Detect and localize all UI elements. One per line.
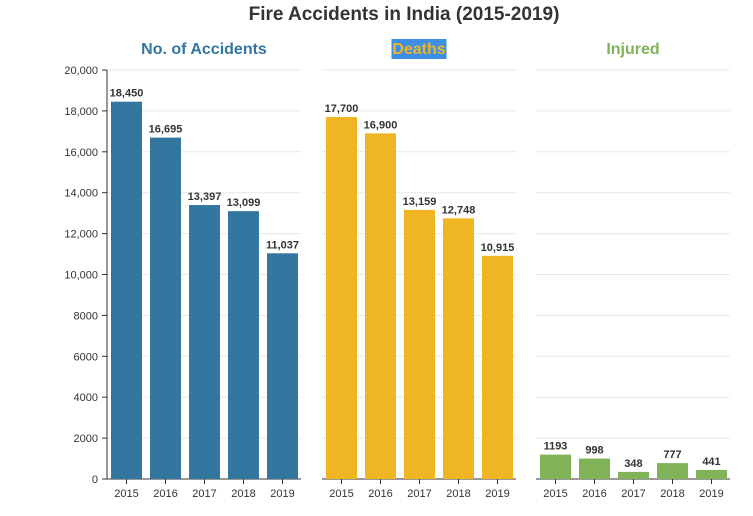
data-label: 13,099 — [227, 197, 261, 209]
y-tick-label: 6000 — [74, 351, 98, 363]
bar — [657, 463, 688, 479]
y-tick-label: 2000 — [74, 433, 98, 445]
y-tick-label: 14,000 — [64, 188, 98, 200]
data-label: 13,397 — [188, 191, 222, 203]
data-label: 10,915 — [481, 242, 515, 254]
x-tick-label: 2016 — [582, 488, 606, 500]
x-tick-label: 2015 — [329, 488, 353, 500]
bar — [540, 454, 571, 479]
data-label: 11,037 — [266, 239, 299, 251]
y-tick-label: 12,000 — [64, 229, 98, 241]
x-tick-label: 2019 — [485, 488, 509, 500]
data-label: 16,900 — [364, 119, 398, 131]
data-label: 13,159 — [403, 196, 437, 208]
data-label: 17,700 — [325, 103, 359, 115]
y-tick-label: 0 — [92, 474, 98, 486]
bar — [150, 137, 181, 479]
data-label: 777 — [663, 449, 681, 461]
y-tick-label: 10,000 — [64, 270, 98, 282]
data-label: 12,748 — [442, 204, 476, 216]
x-tick-label: 2017 — [192, 488, 216, 500]
data-label: 16,695 — [149, 124, 183, 136]
bar — [189, 205, 220, 479]
panel-1: Deaths 17,700 2015 16,900 2016 13,159 2017 12,7… — [322, 39, 516, 500]
bar — [111, 101, 142, 479]
bar — [579, 458, 610, 479]
bar — [365, 133, 396, 479]
x-tick-label: 2019 — [270, 488, 294, 500]
y-tick-label: 16,000 — [64, 147, 98, 159]
y-tick-label: 18,000 — [64, 106, 98, 118]
panel-0: No. of Accidents 18,450 2015 16,695 2016 13,3… — [107, 41, 301, 500]
y-axis: 0 2000 4000 6000 8000 10,000 12,000 14,000 16,00… — [64, 65, 108, 486]
panel-title: Injured — [606, 41, 659, 58]
y-tick-label: 20,000 — [64, 65, 98, 77]
bar — [326, 117, 357, 479]
bar — [404, 209, 435, 480]
bar — [267, 253, 298, 479]
y-tick-label: 8000 — [74, 310, 98, 322]
panels: No. of Accidents 18,450 2015 16,695 2016 13,3… — [107, 39, 730, 500]
bar — [696, 469, 727, 479]
data-label: 441 — [702, 456, 720, 468]
data-label: 998 — [585, 445, 603, 457]
x-tick-label: 2016 — [368, 488, 392, 500]
x-tick-label: 2015 — [543, 488, 567, 500]
panel-title: Deaths — [392, 41, 445, 58]
data-label: 1193 — [544, 441, 568, 453]
bar — [228, 211, 259, 480]
x-tick-label: 2018 — [446, 488, 470, 500]
x-tick-label: 2018 — [231, 488, 255, 500]
data-label: 18,450 — [110, 88, 144, 100]
y-tick-label: 4000 — [74, 392, 98, 404]
bar — [618, 471, 649, 479]
x-tick-label: 2015 — [114, 488, 138, 500]
x-tick-label: 2017 — [621, 488, 645, 500]
panel-2: Injured 1193 2015 998 2016 348 2017 777 2018 441 2… — [536, 41, 730, 500]
panel-title: No. of Accidents — [141, 41, 267, 58]
chart-title: Fire Accidents in India (2015-2019) — [249, 4, 560, 25]
x-tick-label: 2018 — [660, 488, 684, 500]
data-label: 348 — [624, 458, 642, 470]
x-tick-label: 2016 — [153, 488, 177, 500]
x-tick-label: 2019 — [699, 488, 723, 500]
x-tick-label: 2017 — [407, 488, 431, 500]
bar — [482, 255, 513, 479]
bar — [443, 218, 474, 479]
panel-title-highlight — [391, 39, 447, 59]
